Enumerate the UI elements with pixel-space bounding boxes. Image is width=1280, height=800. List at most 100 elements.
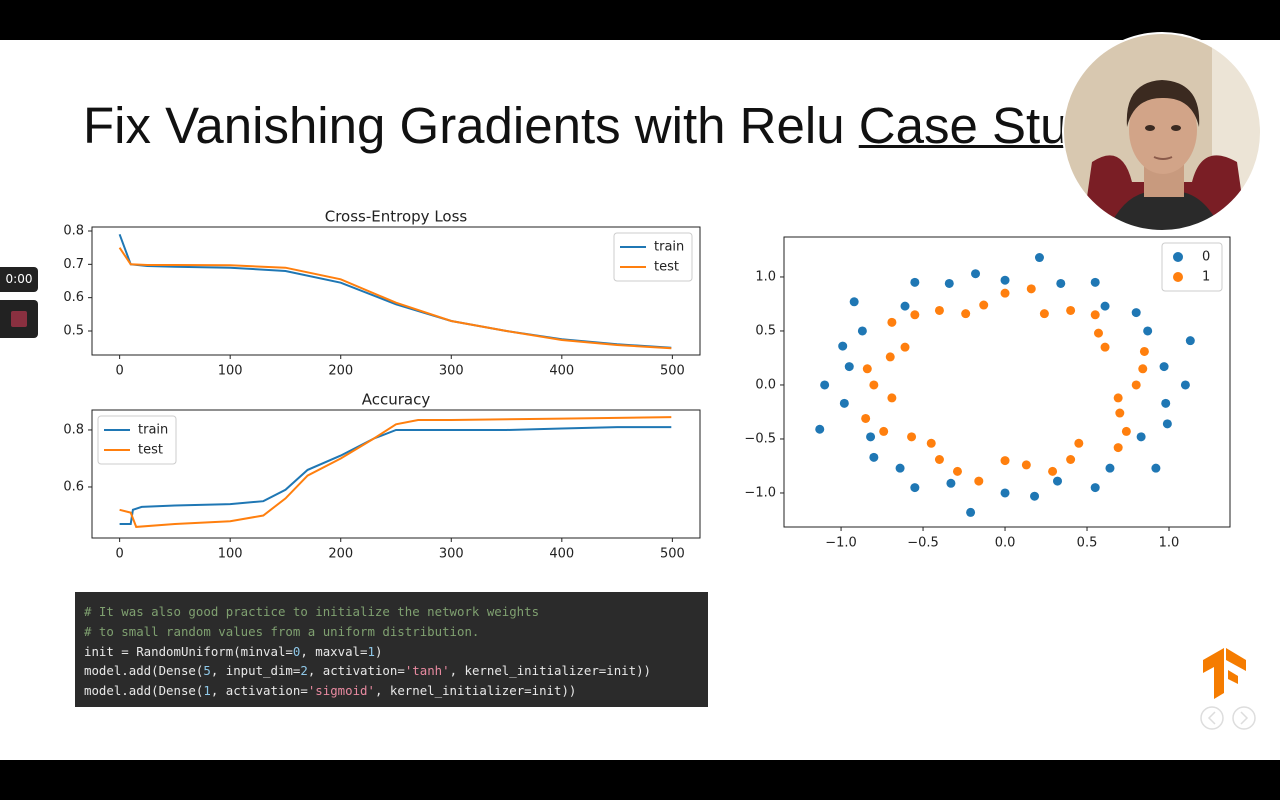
y-tick-label: 0.5 <box>755 323 776 338</box>
scatter-point <box>1113 443 1123 453</box>
x-tick-label: 0.0 <box>995 536 1016 551</box>
scatter-point <box>1105 463 1115 473</box>
scatter-point <box>1113 393 1123 403</box>
chart-title: Accuracy <box>362 391 431 409</box>
y-tick-label: 1.0 <box>755 269 776 284</box>
x-tick-label: 0 <box>115 364 123 379</box>
x-tick-label: 300 <box>439 547 464 562</box>
code-token: , activation= <box>210 683 308 699</box>
legend <box>613 232 693 282</box>
scatter-point <box>966 507 976 517</box>
scatter-point <box>869 380 879 390</box>
slide-title: Fix Vanishing Gradients with Relu Case S… <box>83 96 1069 155</box>
x-tick-label: 1.0 <box>1159 536 1180 551</box>
scatter-point <box>838 341 848 351</box>
code-token: 1 <box>367 643 375 659</box>
legend <box>97 415 177 465</box>
webcam <box>1062 32 1262 232</box>
x-tick-label: −0.5 <box>907 536 939 551</box>
code-token: model.add(Dense( <box>84 663 204 679</box>
stop-icon <box>11 311 27 327</box>
x-tick-label: 200 <box>328 547 353 562</box>
legend-label: train <box>654 240 684 255</box>
scatter-point <box>815 424 825 434</box>
scatter-point <box>934 305 944 315</box>
x-tick-label: 100 <box>218 547 243 562</box>
code-token: 2 <box>300 663 308 679</box>
scatter-point <box>979 300 989 310</box>
y-tick-label: 0.8 <box>63 224 84 239</box>
scatter-point <box>1000 288 1010 298</box>
x-tick-label: 400 <box>549 364 574 379</box>
scatter-point <box>1000 456 1010 466</box>
legend-label: test <box>138 443 163 458</box>
scatter-point <box>946 478 956 488</box>
x-tick-label: −1.0 <box>825 536 857 551</box>
scatter-point <box>1115 408 1125 418</box>
y-tick-label: 0.0 <box>755 377 776 392</box>
stop-button[interactable] <box>0 300 38 338</box>
scatter-point <box>1161 398 1171 408</box>
scatter-point <box>910 277 920 287</box>
scatter-point <box>1030 491 1040 501</box>
scatter-point <box>866 432 876 442</box>
legend-marker <box>1173 252 1183 262</box>
scatter-point <box>1034 253 1044 263</box>
legend-label: test <box>654 260 679 275</box>
x-tick-label: 300 <box>439 364 464 379</box>
scatter-point <box>926 438 936 448</box>
scatter-point <box>839 398 849 408</box>
scatter-point <box>907 432 917 442</box>
series-line <box>119 416 672 528</box>
scatter-point <box>1131 380 1141 390</box>
code-token: # It was also good practice to initializ… <box>84 604 540 619</box>
scatter-point <box>1131 308 1141 318</box>
series-line <box>118 247 672 350</box>
x-tick-label: 400 <box>549 547 574 562</box>
scatter-point <box>910 310 920 320</box>
series-line <box>119 426 672 525</box>
y-tick-label: 0.8 <box>63 422 84 437</box>
scatter-point <box>1090 310 1100 320</box>
code-block: # It was also good practice to initializ… <box>75 592 708 707</box>
chart-title: Cross-Entropy Loss <box>325 208 468 226</box>
scatter-point <box>895 463 905 473</box>
scatter-point <box>885 352 895 362</box>
x-tick-label: 500 <box>660 364 685 379</box>
scatter-point <box>849 297 859 307</box>
code-token: init = RandomUniform(minval= <box>84 643 293 659</box>
code-token: , maxval= <box>300 643 368 659</box>
code-line: # It was also good practice to initializ… <box>84 602 699 622</box>
x-tick-label: 200 <box>328 364 353 379</box>
title-link[interactable]: Case Stu <box>858 97 1069 154</box>
scatter-point <box>1121 426 1131 436</box>
scatter-point <box>1090 277 1100 287</box>
y-tick-label: 0.5 <box>63 324 84 339</box>
scatter-point <box>1185 336 1195 346</box>
legend <box>1161 242 1223 292</box>
y-tick-label: −0.5 <box>744 431 776 446</box>
scatter-point <box>862 364 872 374</box>
scatter-point <box>1100 342 1110 352</box>
scatter-point <box>1048 466 1058 476</box>
y-tick-label: −1.0 <box>744 485 776 500</box>
scatter-point <box>869 452 879 462</box>
scatter-point <box>900 301 910 311</box>
scatter-point <box>1151 463 1161 473</box>
scatter-point <box>1066 305 1076 315</box>
code-token: model.add(Dense( <box>84 683 204 699</box>
x-tick-label: 500 <box>660 547 685 562</box>
legend-label: 0 <box>1202 250 1210 265</box>
scatter-point <box>1056 278 1066 288</box>
code-token: 5 <box>203 663 211 679</box>
code-token: ) <box>374 643 383 659</box>
scatter-point <box>879 426 889 436</box>
scatter-point <box>1039 309 1049 319</box>
code-token: , input_dim= <box>210 663 301 679</box>
code-line: init = RandomUniform(minval=0, maxval=1) <box>84 642 699 662</box>
scatter-point <box>1000 275 1010 285</box>
scatter-point <box>934 454 944 464</box>
scatter-point <box>961 309 971 319</box>
